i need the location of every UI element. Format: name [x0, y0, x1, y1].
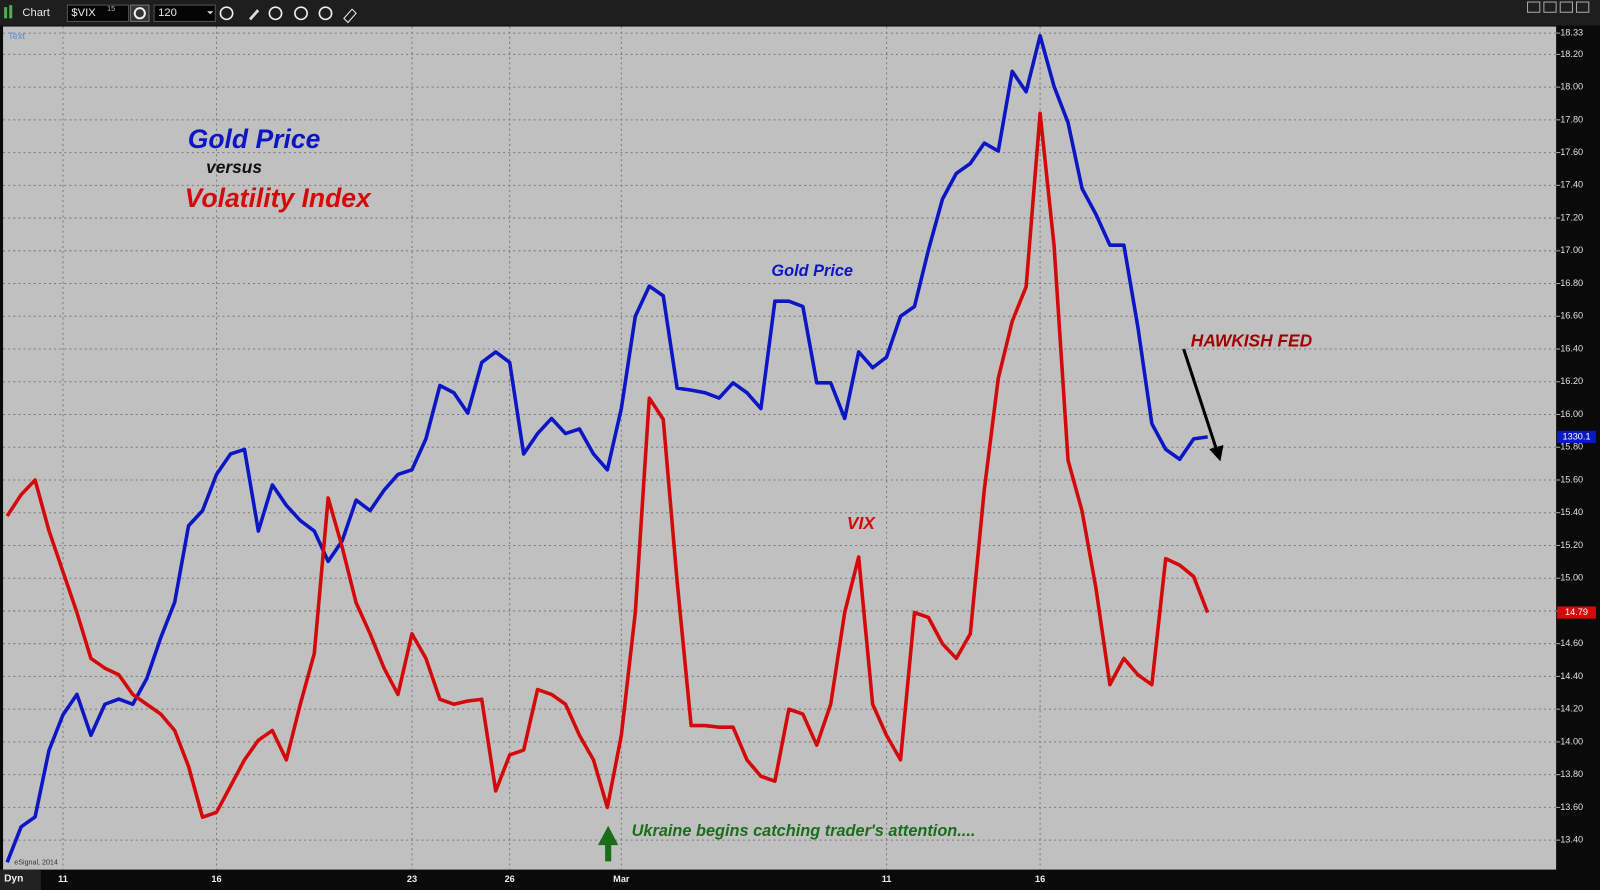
mode-box[interactable]: [0, 869, 41, 890]
hawkish-arrowhead: [1209, 445, 1224, 462]
last-value-label: 14.79: [1565, 607, 1588, 617]
last-value-box: [1557, 606, 1596, 619]
y-tick-label: 16.00: [1560, 409, 1583, 419]
y-tick-label: 14.40: [1560, 671, 1583, 681]
refresh-button[interactable]: [268, 6, 283, 21]
vix-label: VIX: [847, 513, 876, 533]
versus: versus: [206, 157, 262, 177]
tag-button[interactable]: [343, 8, 357, 24]
toolbar: [0, 0, 1600, 26]
dropdown-arrow: [207, 11, 214, 15]
y-tick-label: 15.40: [1560, 507, 1583, 517]
y-tick-label: 14.00: [1560, 736, 1583, 746]
y-tick-label: 13.80: [1560, 769, 1583, 779]
y-tick-label: 18.20: [1560, 49, 1583, 59]
y-tick-label: 17.40: [1560, 180, 1583, 190]
corner-text: Text: [8, 31, 25, 41]
y-tick-label: 16.80: [1560, 278, 1583, 288]
window-title: Chart: [22, 7, 50, 19]
x-tick-label: 23: [407, 874, 417, 884]
x-tick-label: 11: [882, 874, 892, 884]
app-icon: [4, 7, 8, 19]
pencil-button[interactable]: [248, 9, 260, 21]
y-tick-label: 18.00: [1560, 82, 1583, 92]
watermark: eSignal, 2014: [14, 858, 58, 866]
y-tick-label: 14.60: [1560, 638, 1583, 648]
y-tick-label: 16.60: [1560, 311, 1583, 321]
x-tick-label: 11: [58, 874, 68, 884]
close-button[interactable]: [1576, 1, 1590, 13]
hawkish-arrow: [1182, 348, 1218, 450]
y-tick-label: 15.20: [1560, 540, 1583, 550]
y-tick-label: 16.20: [1560, 376, 1583, 386]
interval-box[interactable]: [153, 4, 216, 22]
y-tick-label: 17.60: [1560, 147, 1583, 157]
last-value-box: [1557, 430, 1596, 443]
x-tick-label: 16: [1035, 874, 1045, 884]
y-tick-label: 18.33: [1560, 28, 1583, 38]
ukraine-arrowhead: [597, 825, 619, 846]
y-tick-label: 15.60: [1560, 474, 1583, 484]
gold-label: Gold Price: [771, 262, 853, 280]
x-tick-label: 26: [505, 874, 515, 884]
symbol: $VIX: [71, 7, 96, 19]
settings-icon: [133, 7, 146, 20]
y-tick-label: 16.40: [1560, 343, 1583, 353]
mode: Dyn: [4, 873, 23, 884]
hawkish-label: HAWKISH FED: [1191, 330, 1313, 350]
ukraine-arrow: [605, 843, 612, 862]
play-button[interactable]: [294, 6, 308, 21]
interval: 120: [158, 7, 177, 19]
y-tick-label: 15.00: [1560, 573, 1583, 583]
symbol-box[interactable]: [66, 4, 130, 22]
symbol-interval: 15: [107, 5, 115, 13]
y-tick-label: 17.20: [1560, 212, 1583, 222]
maximize-button[interactable]: [1559, 1, 1573, 13]
ukraine-label: Ukraine begins catching trader's attenti…: [632, 822, 976, 840]
series-line: [5, 33, 1208, 863]
zoom-button[interactable]: [318, 6, 333, 21]
plot-area: [3, 26, 1557, 870]
x-tick-label: 16: [211, 874, 221, 884]
y-tick-label: 17.80: [1560, 114, 1583, 124]
y-tick-label: 14.20: [1560, 704, 1583, 714]
clock-button[interactable]: [219, 6, 234, 21]
y-tick-label: 13.40: [1560, 835, 1583, 845]
subtitle: Volatility Index: [185, 183, 372, 213]
y-tick-label: 15.80: [1560, 442, 1583, 452]
x-tick-label: Mar: [613, 874, 630, 884]
series-line: [5, 111, 1210, 820]
y-tick-label: 13.60: [1560, 802, 1583, 812]
title: Gold Price: [188, 124, 321, 154]
app-icon: [9, 5, 13, 19]
settings-button[interactable]: [130, 4, 150, 22]
restore-button[interactable]: [1527, 1, 1541, 13]
last-value-label: 1330.1: [1563, 431, 1591, 441]
y-tick-label: 17.00: [1560, 245, 1583, 255]
minimize-button[interactable]: [1543, 1, 1557, 13]
